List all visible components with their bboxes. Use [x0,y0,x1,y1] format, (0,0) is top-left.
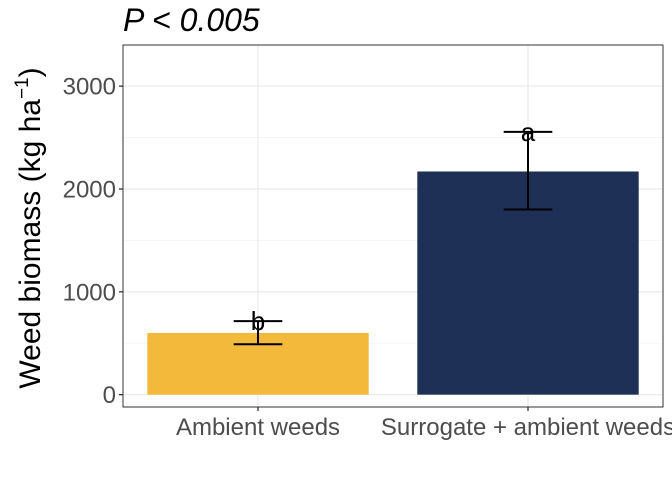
chart-title: P < 0.005 [123,2,260,38]
x-tick-label: Surrogate + ambient weeds [381,414,672,441]
y-axis-title: Weed biomass (kg ha−1) [12,67,47,388]
significance-letter: a [521,117,536,147]
y-tick-label: 2000 [63,176,116,203]
y-tick-label: 3000 [63,74,116,101]
y-axis-ticks: 0 1000 2000 3000 [63,74,123,409]
y-axis-title-close: ) [14,67,47,77]
significance-letter: b [251,306,265,336]
y-tick-label: 0 [103,382,116,409]
y-axis-title-main: Weed biomass (kg ha [14,99,47,389]
x-tick-label: Ambient weeds [176,414,340,441]
error-bars [233,130,553,346]
x-axis-ticks: Ambient weeds Surrogate + ambient weeds [176,407,672,441]
panel-border [122,44,664,408]
significance-letters: ba [251,117,536,336]
y-axis-title-superscript: −1 [12,77,33,99]
bars [147,171,639,395]
y-tick-label: 1000 [63,279,116,306]
